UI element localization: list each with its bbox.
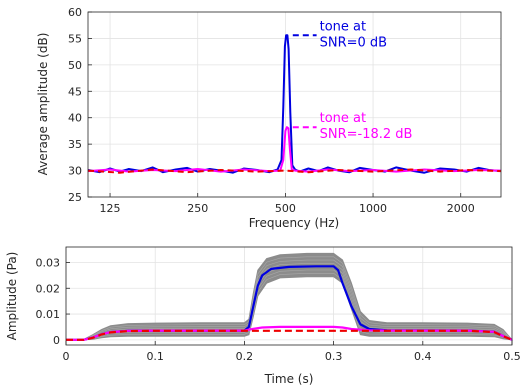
top-chart-panel: 125 250 500 1000 2000 25 30 35 40 45 50 55 60 tone a… xyxy=(36,6,502,230)
bottom-trial-trace xyxy=(66,272,513,341)
bottom-plot-frame xyxy=(65,246,513,346)
bottom-chart-panel: 0 0.1 0.2 0.3 0.4 0.5 0 0.01 0.02 0.03 Time (s) A… xyxy=(5,246,521,386)
top-x-tick-label: 500 xyxy=(275,202,296,215)
bottom-series-line-3 xyxy=(66,329,513,341)
bottom-trial-trace xyxy=(65,269,513,341)
top-x-tick-label: 125 xyxy=(100,202,121,215)
bottom-x-tick-label: 0.1 xyxy=(146,350,164,363)
bottom-tick-labels: 0 0.1 0.2 0.3 0.4 0.5 0 0.01 0.02 0.03 xyxy=(36,256,521,363)
bottom-y-tick-label: 0.01 xyxy=(36,308,61,321)
bottom-x-tick-label: 0.4 xyxy=(414,350,432,363)
top-y-tick-label: 40 xyxy=(68,112,82,125)
top-x-tick-label: 250 xyxy=(187,202,208,215)
bottom-trial-trace xyxy=(65,259,513,341)
top-series-line-3 xyxy=(87,168,502,174)
top-y-tick-label: 25 xyxy=(68,191,82,204)
top-plot-area xyxy=(88,12,501,197)
bottom-y-tick-label: 0.03 xyxy=(36,256,61,269)
top-annotation-2-line-1: tone at xyxy=(320,111,366,126)
bottom-trial-trace xyxy=(65,263,513,341)
bottom-x-tick-label: 0.3 xyxy=(325,350,343,363)
bottom-series xyxy=(66,265,513,341)
top-y-tick-label: 45 xyxy=(68,85,82,98)
top-y-tick-label: 30 xyxy=(68,165,82,178)
top-y-tick-label: 35 xyxy=(68,138,82,151)
bottom-x-tick-label: 0 xyxy=(63,350,70,363)
top-annotation-1-line-2: SNR=0 dB xyxy=(320,35,387,50)
bottom-x-tick-label: 0.5 xyxy=(503,350,521,363)
top-x-axis-label: Frequency (Hz) xyxy=(249,216,340,230)
top-series xyxy=(87,34,502,174)
bottom-x-axis-label: Time (s) xyxy=(264,372,314,386)
top-annotation-2-line-2: SNR=-18.2 dB xyxy=(320,127,413,142)
top-x-tick-label: 2000 xyxy=(447,202,475,215)
top-y-axis-label: Average amplitude (dB) xyxy=(36,33,50,176)
top-tick-labels: 125 250 500 1000 2000 25 30 35 40 45 50 55 60 xyxy=(68,6,475,215)
top-y-tick-label: 60 xyxy=(68,6,82,19)
bottom-y-tick-label: 0 xyxy=(53,334,60,347)
top-plot-frame xyxy=(87,11,502,198)
top-y-tick-label: 50 xyxy=(68,59,82,72)
bottom-y-axis-label: Amplitude (Pa) xyxy=(5,252,19,341)
top-y-tick-label: 55 xyxy=(68,32,82,45)
top-x-tick-label: 1000 xyxy=(359,202,387,215)
bottom-y-tick-label: 0.02 xyxy=(36,282,61,295)
bottom-x-tick-label: 0.2 xyxy=(236,350,254,363)
top-annotation-1-line-1: tone at xyxy=(320,19,366,34)
bottom-trial-trace xyxy=(65,256,513,341)
